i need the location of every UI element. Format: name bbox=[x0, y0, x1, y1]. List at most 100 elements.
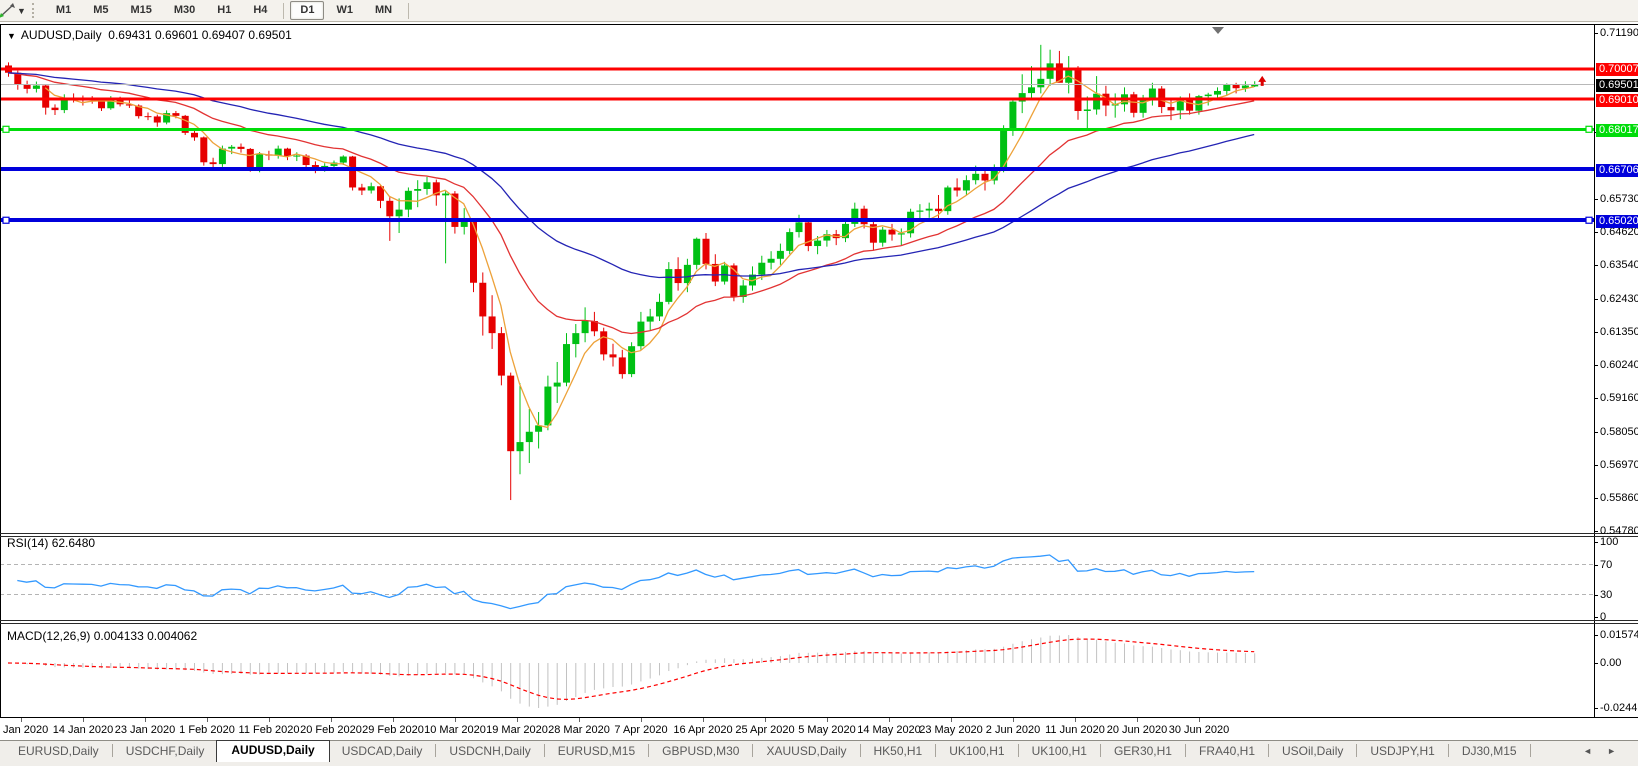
axis-tick-label: 0.54780 bbox=[1600, 525, 1638, 537]
price-line-badge: 0.66706 bbox=[1596, 163, 1638, 177]
tab-separator bbox=[1268, 744, 1270, 757]
time-axis-tick bbox=[1137, 718, 1138, 722]
time-axis-tick bbox=[951, 718, 952, 722]
time-axis-label: 11 Feb 2020 bbox=[238, 724, 300, 736]
timeframe-button-D1[interactable]: D1 bbox=[290, 1, 325, 20]
timeframe-button-M30[interactable]: M30 bbox=[173, 4, 196, 16]
chart-title: ▼ AUDUSD,Daily 0.69431 0.69601 0.69407 0.… bbox=[7, 28, 292, 42]
chart-tab-audusd-daily[interactable]: AUDUSD,Daily bbox=[216, 740, 330, 762]
chart-tab-usdcad-daily[interactable]: USDCAD,Daily bbox=[341, 744, 423, 758]
tab-separator bbox=[859, 744, 861, 757]
hline-handle bbox=[1585, 216, 1593, 224]
macd-tick-label: 0.015741 bbox=[1600, 629, 1638, 641]
hline-handle bbox=[2, 125, 10, 133]
tab-separator bbox=[1529, 744, 1531, 757]
axis-tick-label: 0.71190 bbox=[1600, 27, 1638, 39]
toolbar-separator bbox=[408, 2, 410, 19]
time-axis-label: 5 May 2020 bbox=[798, 724, 856, 736]
current-price-badge: 0.69501 bbox=[1596, 78, 1638, 92]
chart-tab-usdchf-daily[interactable]: USDCHF,Daily bbox=[125, 744, 205, 758]
chart-symbol-title: AUDUSD,Daily bbox=[20, 28, 102, 42]
time-axis-label: 25 Apr 2020 bbox=[735, 724, 795, 736]
timeframe-button-group: M1 M5 M15 M30 H1 H4 D1 W1 MN bbox=[45, 1, 414, 20]
time-axis-tick bbox=[455, 718, 456, 722]
time-axis-tick bbox=[393, 718, 394, 722]
rsi-indicator-name: RSI(14) bbox=[7, 536, 49, 550]
timeframe-button-MN[interactable]: MN bbox=[374, 4, 393, 16]
time-axis-label: 20 Feb 2020 bbox=[300, 724, 362, 736]
tool-dropdown-caret[interactable]: ▼ bbox=[17, 5, 26, 16]
time-axis-tick bbox=[269, 718, 270, 722]
toolbar-separator bbox=[283, 2, 285, 19]
tab-separator bbox=[111, 744, 113, 757]
price-line-badge: 0.69010 bbox=[1596, 93, 1638, 107]
line-studies-icon[interactable] bbox=[0, 2, 16, 19]
tabs-scroll-left-icon[interactable]: ◄ bbox=[1583, 746, 1592, 756]
time-axis-tick bbox=[145, 718, 146, 722]
axis-tick-label: 0.63540 bbox=[1600, 259, 1638, 272]
chart-tab-eurusd-m15[interactable]: EURUSD,M15 bbox=[557, 744, 636, 758]
macd-indicator-name: MACD(12,26,9) bbox=[7, 629, 91, 643]
macd-indicator-values: 0.004133 0.004062 bbox=[93, 629, 198, 643]
time-axis-label: 7 Apr 2020 bbox=[614, 724, 668, 736]
time-axis-tick bbox=[21, 718, 22, 722]
tab-separator bbox=[1356, 744, 1358, 757]
tab-separator bbox=[752, 744, 754, 757]
time-axis-tick bbox=[1199, 718, 1200, 722]
chart-tab-uk100-h1[interactable]: UK100,H1 bbox=[1031, 744, 1087, 758]
toolbar-grip[interactable] bbox=[31, 3, 39, 18]
chart-tab-usdjpy-h1[interactable]: USDJPY,H1 bbox=[1370, 744, 1435, 758]
price-line-badge: 0.68017 bbox=[1596, 123, 1638, 137]
chart-tab-dj30-m15[interactable]: DJ30,M15 bbox=[1461, 744, 1517, 758]
time-axis-tick bbox=[579, 718, 580, 722]
chart-tab-fra40-h1[interactable]: FRA40,H1 bbox=[1198, 744, 1256, 758]
rsi-tick-label: 30 bbox=[1600, 588, 1613, 601]
chart-dropdown-icon[interactable]: ▼ bbox=[7, 31, 16, 41]
time-axis-label: 11 Jun 2020 bbox=[1045, 724, 1105, 736]
chart-shift-marker bbox=[1212, 27, 1224, 34]
chart-tab-gbpusd-m30[interactable]: GBPUSD,M30 bbox=[662, 744, 740, 758]
price-axis[interactable]: 0.711900.679200.657300.646200.635400.624… bbox=[1594, 24, 1638, 718]
rsi-tick-label: 0 bbox=[1600, 611, 1607, 623]
up-arrow-marker bbox=[1258, 75, 1267, 86]
axis-tick-label: 0.59160 bbox=[1600, 392, 1638, 405]
chart-tab-xauusd-daily[interactable]: XAUUSD,Daily bbox=[766, 744, 847, 758]
axis-tick-label: 0.56970 bbox=[1600, 458, 1638, 471]
timeframe-button-W1[interactable]: W1 bbox=[336, 4, 353, 16]
price-line-badge: 0.70007 bbox=[1596, 63, 1638, 77]
macd-pane-label: MACD(12,26,9) 0.004133 0.004062 bbox=[7, 629, 197, 643]
time-axis-label: 30 Jun 2020 bbox=[1168, 724, 1230, 736]
tab-separator bbox=[543, 744, 545, 757]
time-axis-label: 28 Mar 2020 bbox=[548, 724, 610, 736]
timeframe-button-M15[interactable]: M15 bbox=[130, 4, 152, 16]
time-axis-label: 14 May 2020 bbox=[857, 724, 921, 736]
tab-separator bbox=[1099, 744, 1101, 757]
rsi-pane-label: RSI(14) 62.6480 bbox=[7, 536, 95, 550]
chart-tab-ger30-h1[interactable]: GER30,H1 bbox=[1113, 744, 1172, 758]
time-axis-label: 14 Jan 2020 bbox=[52, 724, 114, 736]
price-chart[interactable] bbox=[0, 24, 1638, 718]
timeframe-button-H1[interactable]: H1 bbox=[217, 4, 232, 16]
time-axis-tick bbox=[703, 718, 704, 722]
timeframe-button-H4[interactable]: H4 bbox=[253, 4, 268, 16]
timeframe-button-M5[interactable]: M5 bbox=[93, 4, 109, 16]
chart-tab-usoil-daily[interactable]: USOil,Daily bbox=[1282, 744, 1344, 758]
chart-tab-uk100-h1[interactable]: UK100,H1 bbox=[949, 744, 1005, 758]
tab-separator bbox=[1017, 744, 1019, 757]
chart-tab-eurusd-daily[interactable]: EURUSD,Daily bbox=[18, 744, 99, 758]
time-axis-tick bbox=[641, 718, 642, 722]
chart-tab-usdcnh-daily[interactable]: USDCNH,Daily bbox=[449, 744, 531, 758]
axis-tick-label: 0.62430 bbox=[1600, 292, 1638, 305]
tabs-scroll-right-icon[interactable]: ► bbox=[1607, 746, 1616, 756]
axis-tick-label: 0.65730 bbox=[1600, 192, 1638, 205]
time-axis-tick bbox=[1075, 718, 1076, 722]
top-toolbar: ▼ M1 M5 M15 M30 H1 H4 D1 W1 MN bbox=[0, 0, 1638, 22]
time-axis-tick bbox=[889, 718, 890, 722]
time-axis-label: 23 Jan 2020 bbox=[114, 724, 176, 736]
timeframe-button-M1[interactable]: M1 bbox=[55, 4, 72, 16]
axis-tick-label: 0.61350 bbox=[1600, 325, 1638, 338]
chart-tab-hk50-h1[interactable]: HK50,H1 bbox=[873, 744, 923, 758]
rsi-indicator-value: 62.6480 bbox=[51, 536, 96, 550]
time-axis-label: 23 May 2020 bbox=[919, 724, 983, 736]
